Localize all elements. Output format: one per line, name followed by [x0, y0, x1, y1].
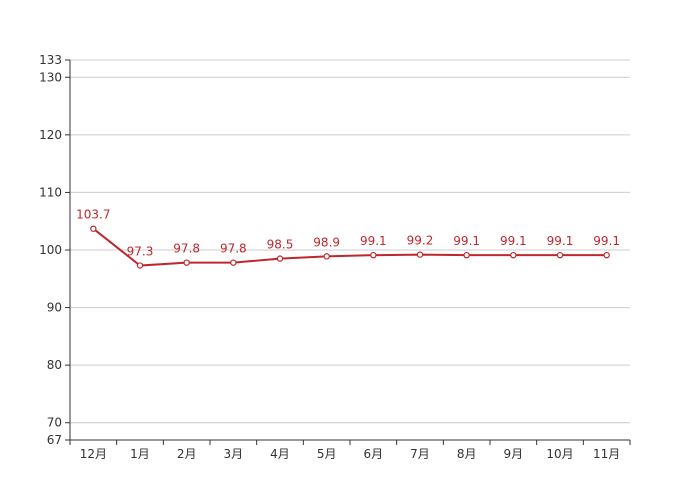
x-tick-label: 8月 [457, 447, 477, 461]
y-tick-label: 90 [47, 301, 62, 315]
y-tick-label: 70 [47, 416, 62, 430]
data-label: 99.1 [593, 234, 620, 248]
data-point [90, 225, 97, 232]
series-group [90, 225, 610, 269]
data-label: 98.5 [267, 238, 294, 252]
x-tick-label: 12月 [80, 447, 107, 461]
data-label: 99.1 [500, 234, 527, 248]
y-tick-label: 100 [39, 243, 62, 257]
data-point [510, 251, 517, 259]
x-tick-label: 5月 [317, 447, 337, 461]
y-axis-ticks: 67 70 80 90 100 110 120 130 133 [39, 53, 70, 447]
data-point [276, 255, 284, 262]
x-tick-label: 4月 [270, 447, 290, 461]
x-tick-label: 3月 [224, 447, 244, 461]
x-tick-label: 6月 [364, 447, 384, 461]
x-axis-ticks: 12月 1月 2月 3月 4月 5月 6月 7月 8月 9月 10月 11月 [69, 440, 631, 461]
series-line [92, 227, 607, 267]
gridlines [70, 59, 630, 424]
y-tick-label: 130 [39, 70, 62, 84]
y-tick-label: 110 [39, 185, 62, 199]
data-label: 97.3 [127, 245, 154, 259]
data-label: 97.8 [220, 242, 247, 256]
x-tick-label: 1月 [130, 447, 150, 461]
y-tick-label: 120 [39, 128, 62, 142]
data-point [136, 262, 144, 269]
data-point [230, 259, 237, 266]
x-tick-label: 2月 [177, 447, 197, 461]
data-label: 98.9 [313, 235, 340, 249]
data-point [323, 253, 330, 260]
data-point [603, 251, 610, 259]
data-label: 99.1 [547, 234, 574, 248]
x-tick-label: 7月 [410, 447, 430, 461]
data-point [370, 251, 377, 259]
data-label: 99.1 [453, 234, 480, 248]
y-tick-label: 67 [47, 433, 62, 447]
x-tick-label: 11月 [593, 447, 620, 461]
data-label: 99.1 [360, 234, 387, 248]
x-tick-label: 10月 [546, 447, 573, 461]
data-point [183, 259, 190, 266]
y-tick-label: 80 [47, 358, 62, 372]
data-label: 103.7 [76, 208, 110, 222]
data-labels: 103.7 97.3 97.8 97.8 98.5 98.9 99.1 99.2 99.1 99.… [76, 208, 620, 259]
x-tick-label: 9月 [504, 447, 524, 461]
data-point [463, 251, 470, 259]
data-label: 97.8 [173, 242, 200, 256]
data-point [416, 251, 424, 258]
y-tick-label: 133 [39, 53, 62, 67]
data-label: 99.2 [407, 234, 434, 248]
data-point [556, 251, 564, 259]
